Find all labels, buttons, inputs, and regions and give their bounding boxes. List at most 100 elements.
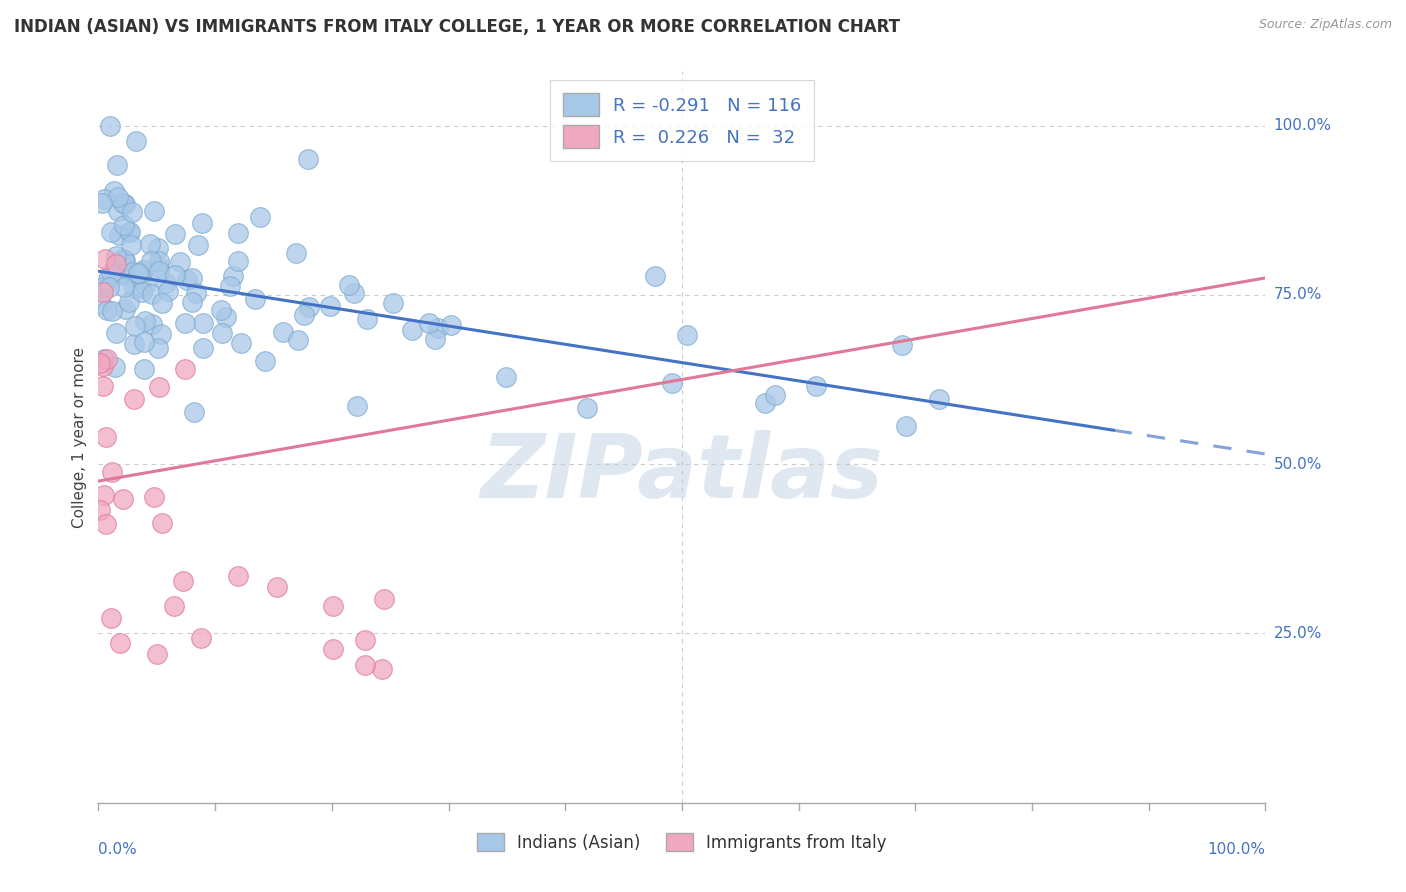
Point [253, 353, 276, 368]
Point [354, 657, 377, 672]
Point [124, 318, 146, 333]
Point [131, 280, 153, 294]
Point [91, 379, 114, 393]
Point [211, 303, 233, 318]
Point [191, 216, 214, 230]
Point [93, 252, 115, 266]
Point [373, 592, 395, 607]
Point [231, 335, 253, 350]
Point [661, 376, 683, 390]
Point [297, 153, 319, 167]
Point [105, 249, 128, 263]
Point [169, 255, 191, 269]
Point [89, 356, 111, 370]
Point [104, 360, 127, 375]
Point [427, 321, 450, 335]
Point [181, 271, 204, 285]
Point [121, 205, 143, 219]
Point [176, 273, 198, 287]
Point [298, 300, 321, 314]
Point [211, 326, 233, 341]
Point [266, 580, 288, 594]
Point [190, 631, 212, 645]
Point [754, 396, 776, 410]
Point [134, 335, 156, 350]
Text: 75.0%: 75.0% [1274, 287, 1322, 302]
Point [107, 190, 129, 204]
Point [128, 267, 150, 281]
Point [122, 336, 145, 351]
Point [318, 299, 340, 313]
Point [271, 325, 294, 339]
Point [763, 388, 786, 402]
Point [93, 488, 115, 502]
Point [142, 491, 165, 505]
Point [219, 279, 242, 293]
Point [139, 237, 162, 252]
Point [243, 293, 266, 307]
Point [162, 599, 184, 614]
Point [148, 253, 170, 268]
Point [120, 225, 142, 239]
Point [101, 466, 124, 480]
Point [172, 574, 194, 589]
Point [222, 269, 245, 284]
Point [143, 203, 166, 218]
Point [97, 272, 120, 286]
Point [93, 192, 115, 206]
Point [89, 503, 111, 517]
Point [112, 492, 135, 507]
Point [292, 308, 315, 322]
Point [105, 158, 128, 172]
Point [122, 281, 145, 295]
Point [114, 197, 136, 211]
Point [894, 418, 917, 433]
Point [183, 405, 205, 419]
Point [118, 294, 141, 309]
Point [101, 304, 124, 318]
Point [249, 210, 271, 224]
Text: 100.0%: 100.0% [1274, 118, 1331, 133]
Point [114, 253, 136, 268]
Point [181, 294, 204, 309]
Point [134, 277, 156, 292]
Point [575, 401, 598, 416]
Point [804, 378, 827, 392]
Point [139, 254, 162, 268]
Point [110, 636, 132, 650]
Point [193, 341, 215, 355]
Point [100, 610, 122, 624]
Text: INDIAN (ASIAN) VS IMMIGRANTS FROM ITALY COLLEGE, 1 YEAR OR MORE CORRELATION CHAR: INDIAN (ASIAN) VS IMMIGRANTS FROM ITALY … [14, 18, 900, 36]
Point [96, 516, 118, 531]
Point [148, 264, 170, 278]
Point [156, 284, 179, 298]
Point [107, 203, 129, 218]
Point [111, 266, 134, 280]
Point [91, 279, 114, 293]
Point [91, 195, 114, 210]
Text: 50.0%: 50.0% [1274, 457, 1322, 472]
Point [120, 237, 142, 252]
Point [131, 285, 153, 299]
Point [112, 218, 135, 232]
Point [100, 266, 122, 280]
Point [149, 327, 172, 342]
Point [346, 399, 368, 413]
Point [191, 317, 214, 331]
Point [100, 119, 122, 133]
Point [112, 196, 135, 211]
Point [228, 568, 250, 582]
Point [96, 302, 118, 317]
Point [141, 317, 163, 331]
Point [287, 333, 309, 347]
Text: 25.0%: 25.0% [1274, 626, 1322, 641]
Point [285, 245, 308, 260]
Point [132, 361, 155, 376]
Point [675, 327, 697, 342]
Point [146, 241, 169, 255]
Point [134, 313, 156, 327]
Point [93, 352, 115, 367]
Point [91, 285, 114, 300]
Point [105, 257, 128, 271]
Point [423, 332, 446, 346]
